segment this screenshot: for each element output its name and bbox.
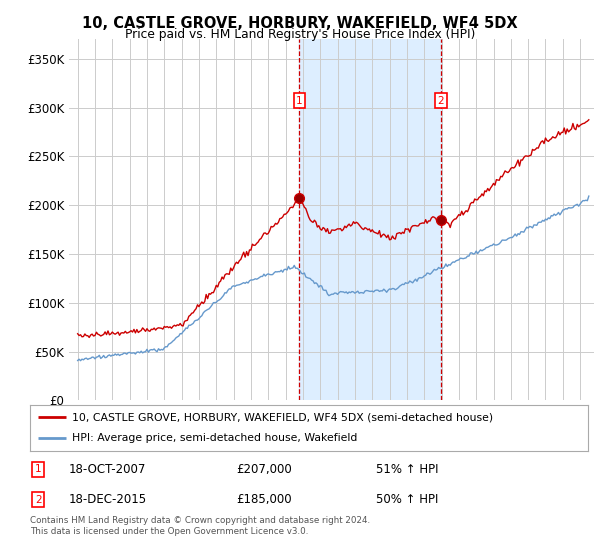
- Text: 18-OCT-2007: 18-OCT-2007: [69, 463, 146, 476]
- Text: 10, CASTLE GROVE, HORBURY, WAKEFIELD, WF4 5DX (semi-detached house): 10, CASTLE GROVE, HORBURY, WAKEFIELD, WF…: [72, 412, 493, 422]
- Bar: [299, 39, 441, 400]
- Text: 2: 2: [35, 494, 41, 505]
- Text: £207,000: £207,000: [236, 463, 292, 476]
- Text: 18-DEC-2015: 18-DEC-2015: [69, 493, 147, 506]
- Text: 51% ↑ HPI: 51% ↑ HPI: [376, 463, 439, 476]
- Text: 10, CASTLE GROVE, HORBURY, WAKEFIELD, WF4 5DX: 10, CASTLE GROVE, HORBURY, WAKEFIELD, WF…: [82, 16, 518, 31]
- Text: 2: 2: [437, 96, 444, 106]
- Text: HPI: Average price, semi-detached house, Wakefield: HPI: Average price, semi-detached house,…: [72, 433, 357, 444]
- Text: 50% ↑ HPI: 50% ↑ HPI: [376, 493, 439, 506]
- Text: Contains HM Land Registry data © Crown copyright and database right 2024.
This d: Contains HM Land Registry data © Crown c…: [30, 516, 370, 536]
- Text: Price paid vs. HM Land Registry's House Price Index (HPI): Price paid vs. HM Land Registry's House …: [125, 28, 475, 41]
- Text: £185,000: £185,000: [236, 493, 292, 506]
- Text: 1: 1: [296, 96, 303, 106]
- Text: 1: 1: [35, 464, 41, 474]
